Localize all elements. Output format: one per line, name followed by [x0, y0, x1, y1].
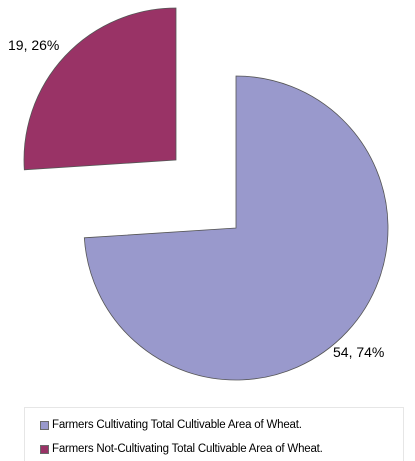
legend-label-cultivating: Farmers Cultivating Total Cultivable Are… — [52, 419, 302, 431]
data-label-not-cultivating: 19, 26% — [8, 37, 59, 53]
pie-slice-not-cultivating — [23, 7, 177, 171]
legend-item-not-cultivating: Farmers Not-Cultivating Total Cultivable… — [40, 437, 403, 461]
pie-chart: 54, 74% 19, 26% — [8, 7, 389, 381]
legend-item-cultivating: Farmers Cultivating Total Cultivable Are… — [40, 413, 403, 437]
legend-swatch-cultivating — [40, 420, 49, 430]
chart-legend: Farmers Cultivating Total Cultivable Are… — [24, 407, 404, 461]
legend-label-not-cultivating: Farmers Not-Cultivating Total Cultivable… — [52, 443, 323, 455]
pie-slice-cultivating — [83, 75, 389, 381]
legend-swatch-not-cultivating — [40, 444, 49, 454]
data-label-cultivating: 54, 74% — [333, 344, 384, 360]
